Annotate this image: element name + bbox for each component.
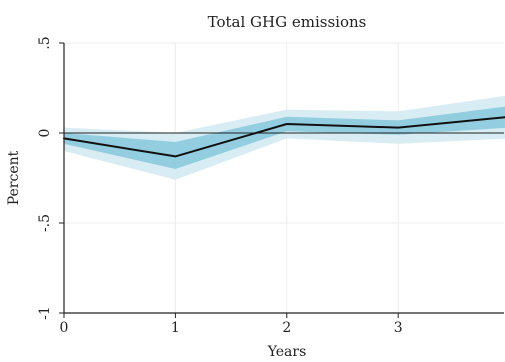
x-tick-label: 1	[171, 320, 180, 336]
outer-confidence-band	[64, 95, 505, 180]
series-line	[63, 116, 505, 158]
chart-title: Total GHG emissions	[208, 13, 367, 31]
inner-confidence-band	[64, 106, 505, 169]
x-tick-label: 2	[282, 320, 291, 336]
confidence-band-layer	[64, 95, 505, 180]
y-tick-label: -1	[37, 306, 53, 320]
x-tick-label: 3	[394, 320, 403, 336]
x-axis-label: Years	[267, 344, 307, 360]
grid-layer	[64, 42, 504, 313]
y-tick-label: .5	[37, 36, 53, 49]
series-layer	[63, 116, 505, 158]
y-axis-label: Percent	[6, 150, 22, 205]
x-tick-label: 0	[60, 320, 69, 336]
y-tick-label: -.5	[37, 214, 53, 232]
y-tick-label: 0	[37, 129, 53, 138]
axis-layer: 0 1 2 3 -1 -.5 0 .5	[37, 36, 504, 336]
